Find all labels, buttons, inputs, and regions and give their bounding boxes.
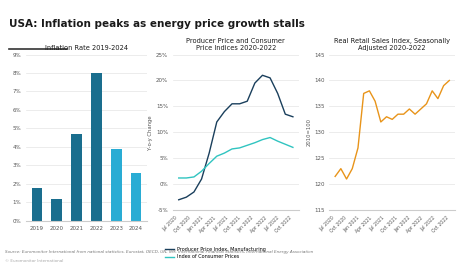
Bar (111, 149, 122, 221)
Bar (91, 73, 102, 221)
Bar (51, 199, 62, 221)
Title: Producer Price and Consumer
Price Indices 2020-2022: Producer Price and Consumer Price Indice… (186, 38, 285, 51)
Title: Inflation Rate 2019-2024: Inflation Rate 2019-2024 (45, 45, 128, 51)
Title: Real Retail Sales Index, Seasonally
Adjusted 2020-2022: Real Retail Sales Index, Seasonally Adju… (334, 38, 450, 51)
Text: © Euromonitor International: © Euromonitor International (5, 259, 63, 263)
Bar (32, 188, 43, 221)
Bar (130, 173, 141, 221)
Bar (71, 134, 82, 221)
Y-axis label: 2010=100: 2010=100 (306, 118, 311, 146)
Text: 1: 1 (465, 6, 468, 11)
Text: USA: Inflation peaks as energy price growth stalls: USA: Inflation peaks as energy price gro… (9, 19, 305, 29)
Text: COUNTRY INSIGHTS: COUNTRY INSIGHTS (6, 6, 66, 11)
Y-axis label: Y-o-y Change: Y-o-y Change (148, 115, 153, 150)
Text: Source: Euromonitor International from national statistics, Eurostat, OECD, UN, : Source: Euromonitor International from n… (5, 250, 313, 254)
Legend: Producer Price Index, Manufacturing, Index of Consumer Prices: Producer Price Index, Manufacturing, Ind… (165, 247, 265, 259)
